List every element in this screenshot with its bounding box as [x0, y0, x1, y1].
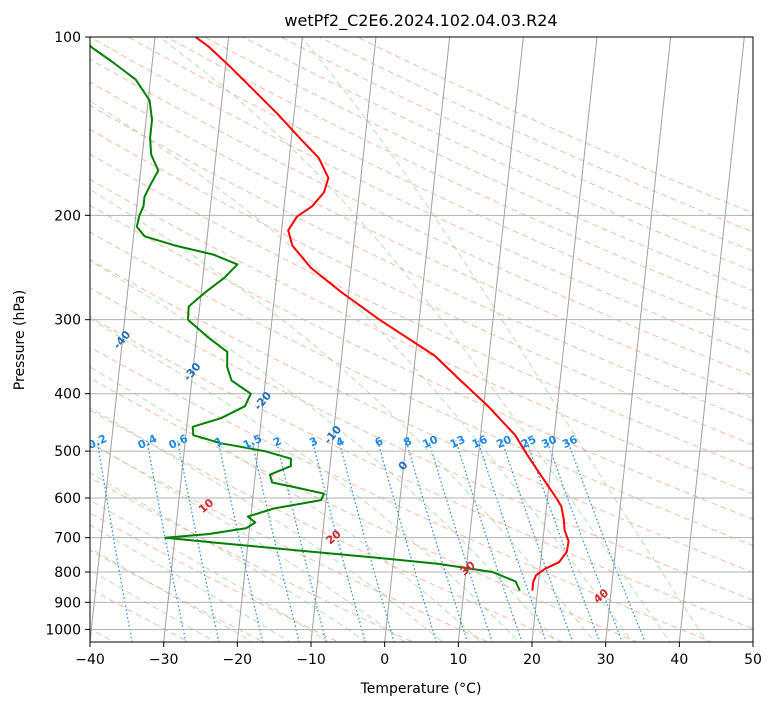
y-axis: 100 200 300 400 500 600 700 800 900 1000: [45, 30, 90, 638]
y-tick-label: 500: [54, 444, 81, 460]
moist-adiabat-line: [90, 366, 482, 642]
isotherm-line: [605, 37, 672, 642]
dewpoint-profile-line: [90, 43, 521, 592]
x-tick-label: 20: [523, 652, 541, 668]
dry-adiabat-line: [90, 346, 714, 642]
mixing-ratio-line: [377, 440, 438, 642]
y-tick-label: 900: [54, 595, 81, 611]
x-axis: −40 −30 −20 −10 0 10 20 30 40 50: [75, 642, 762, 668]
dry-adiabat-line: [90, 409, 564, 642]
dry-adiabat-line: [90, 58, 753, 377]
y-tick-label: 300: [54, 313, 81, 329]
x-tick-label: 30: [597, 652, 615, 668]
x-tick-label: −10: [296, 652, 326, 668]
y-tick-label: 800: [54, 565, 81, 581]
isotherm-line: [310, 37, 377, 642]
y-tick-label: 600: [54, 491, 81, 507]
x-tick-label: −40: [75, 652, 105, 668]
y-tick-label: 200: [54, 208, 81, 224]
temperature-profile-line: [194, 37, 570, 591]
mixing-ratio-label: 36: [560, 433, 580, 451]
dry-adiabat-line: [90, 287, 753, 601]
isotherm-line: [457, 37, 524, 642]
dry-adiabat-line: [90, 178, 753, 495]
x-tick-label: 10: [449, 652, 467, 668]
isotherm-line: [531, 37, 598, 642]
y-tick-label: 700: [54, 531, 81, 547]
isotherm-line: [678, 37, 745, 642]
mixing-ratio-label: 10: [421, 433, 441, 451]
dry-adiabat-line: [90, 104, 753, 422]
dry-adiabat-line: [90, 442, 489, 642]
mixing-ratio-label: 13: [448, 433, 467, 451]
mixing-ratio-label: 25: [519, 433, 538, 451]
mixing-ratio-line: [477, 440, 547, 642]
isobars: [90, 37, 753, 630]
isotherm-line: [163, 37, 230, 642]
moist-adiabat-line: [158, 37, 671, 642]
plot-frame: [89, 36, 754, 643]
moist-adiabat-line: [90, 499, 330, 642]
dry-adiabat-line: [90, 377, 639, 642]
isotherms: [90, 37, 753, 642]
mixing-ratio-line: [311, 440, 366, 642]
moist-adiabat-line: [90, 441, 406, 642]
y-axis-label: Pressure (hPa): [12, 290, 28, 390]
y-tick-label: 100: [54, 30, 81, 46]
y-tick-label: 400: [54, 387, 81, 403]
dry-adiabat-line: [90, 588, 190, 642]
dry-adiabat-line: [90, 476, 415, 642]
moist-adiabat-line: [90, 472, 368, 642]
mixing-ratio-line: [405, 440, 469, 642]
mixing-ratio-lines: [96, 440, 646, 642]
chart-title: wetPf2_C2E6.2024.102.04.03.R24: [284, 11, 557, 31]
isotherm-line: [90, 37, 156, 642]
y-tick-label: 1000: [45, 622, 81, 638]
mixing-ratio-label: 30: [539, 433, 559, 451]
x-axis-label: Temperature (°C): [360, 681, 482, 697]
mixing-ratio-line: [501, 440, 574, 642]
dry-adiabat-line: [90, 231, 753, 547]
mixing-ratio-label: 20: [494, 433, 514, 451]
dry-adiabat-line: [90, 549, 265, 642]
mixing-ratio-line: [338, 440, 395, 642]
mixing-ratio-label: 16: [470, 433, 490, 451]
dry-adiabat-line: [165, 37, 753, 312]
x-tick-label: −20: [223, 652, 253, 668]
mixing-ratio-line: [275, 440, 327, 642]
x-tick-label: −30: [149, 652, 179, 668]
profile-series: [90, 37, 570, 592]
mixing-ratio-line: [455, 440, 523, 642]
isotherm-line: [384, 37, 451, 642]
x-tick-label: 0: [380, 652, 389, 668]
dry-adiabat-line: [90, 37, 753, 355]
x-tick-label: 50: [744, 652, 762, 668]
x-tick-label: 40: [670, 652, 688, 668]
